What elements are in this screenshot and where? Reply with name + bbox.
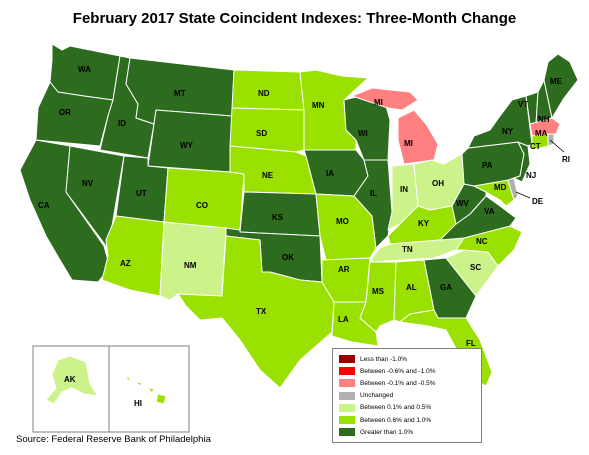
label-mi-lp: MI — [404, 139, 413, 148]
label-ct: CT — [530, 142, 541, 151]
state-co[interactable] — [163, 167, 245, 231]
label-hi: HI — [134, 399, 142, 408]
legend-item-pos06_10: Between 0.6% and 1.0% — [339, 414, 475, 426]
label-sd: SD — [256, 129, 267, 138]
label-ia: IA — [326, 169, 334, 178]
label-mo: MO — [336, 217, 349, 226]
label-ca: CA — [38, 201, 50, 210]
legend-label: Unchanged — [360, 392, 394, 400]
label-fl: FL — [466, 339, 476, 348]
map-title: February 2017 State Coincident Indexes: … — [72, 10, 517, 27]
legend-label: Greater than 1.0% — [360, 428, 414, 436]
label-mn: MN — [312, 101, 325, 110]
label-me: ME — [550, 77, 563, 86]
label-pa: PA — [482, 161, 493, 170]
label-ut: UT — [136, 189, 147, 198]
legend-swatch — [339, 416, 355, 425]
state-nj[interactable] — [513, 141, 531, 183]
label-id: ID — [118, 119, 126, 128]
label-ky: KY — [418, 219, 430, 228]
label-md: MD — [494, 183, 507, 192]
state-tx[interactable] — [177, 235, 335, 389]
de-leader-line — [515, 191, 531, 199]
label-ga: GA — [440, 283, 452, 292]
legend-item-lt_neg1: Less than -1.0% — [339, 353, 475, 365]
label-wv: WV — [456, 199, 470, 208]
state-ak[interactable] — [45, 355, 99, 405]
label-ok: OK — [282, 253, 294, 262]
label-ne: NE — [262, 171, 274, 180]
state-ma[interactable] — [529, 117, 561, 137]
state-il[interactable] — [353, 159, 393, 249]
label-ms: MS — [372, 287, 385, 296]
label-nm: NM — [184, 261, 197, 270]
legend-swatch — [339, 428, 355, 437]
label-ri: RI — [562, 155, 570, 164]
label-in: IN — [400, 185, 408, 194]
label-ny: NY — [502, 127, 514, 136]
label-ks: KS — [272, 213, 284, 222]
label-va: VA — [484, 207, 495, 216]
legend-item-neg06_neg1: Between -0.6% and -1.0% — [339, 365, 475, 377]
legend-label: Between -0.6% and -1.0% — [360, 367, 436, 375]
legend-label: Less than -1.0% — [360, 355, 407, 363]
label-ak: AK — [64, 375, 76, 384]
legend-swatch — [339, 379, 355, 388]
state-me[interactable] — [543, 53, 579, 119]
legend-label: Between -0.1% and -0.5% — [360, 379, 436, 387]
legend-swatch — [339, 367, 355, 376]
label-oh: OH — [432, 179, 444, 188]
label-ar: AR — [338, 265, 350, 274]
label-ma: MA — [535, 129, 548, 138]
label-mi-up: MI — [374, 98, 383, 107]
label-vt: VT — [518, 100, 528, 109]
legend: Less than -1.0% Between -0.6% and -1.0% Be… — [332, 348, 482, 443]
label-de: DE — [532, 197, 544, 206]
label-or: OR — [59, 108, 71, 117]
label-co: CO — [196, 201, 208, 210]
label-sc: SC — [470, 263, 481, 272]
label-nc: NC — [476, 237, 488, 246]
label-wa: WA — [78, 65, 91, 74]
label-nd: ND — [258, 89, 270, 98]
label-az: AZ — [120, 259, 131, 268]
state-az[interactable] — [101, 215, 165, 297]
legend-swatch — [339, 391, 355, 400]
label-tn: TN — [402, 245, 413, 254]
label-al: AL — [406, 283, 417, 292]
legend-label: Between 0.6% and 1.0% — [360, 416, 432, 424]
legend-swatch — [339, 355, 355, 364]
label-wy: WY — [180, 141, 194, 150]
label-nv: NV — [82, 179, 94, 188]
hawaii-inset-box — [108, 345, 190, 433]
label-il: IL — [370, 189, 377, 198]
label-la: LA — [338, 315, 349, 324]
label-mt: MT — [174, 89, 186, 98]
legend-swatch — [339, 403, 355, 412]
legend-item-gt1: Greater than 1.0% — [339, 426, 475, 438]
label-wi: WI — [358, 129, 368, 138]
ri-leader-line — [549, 139, 565, 153]
legend-label: Between 0.1% and 0.5% — [360, 404, 432, 412]
legend-item-unchanged: Unchanged — [339, 390, 475, 402]
state-hi[interactable] — [125, 375, 167, 405]
state-mi[interactable] — [351, 87, 439, 165]
legend-item-pos01_05: Between 0.1% and 0.5% — [339, 402, 475, 414]
label-tx: TX — [256, 307, 267, 316]
label-nj: NJ — [526, 171, 536, 180]
source-note: Source: Federal Reserve Bank of Philadel… — [16, 434, 211, 445]
state-sd[interactable] — [229, 107, 305, 153]
legend-item-neg01_neg05: Between -0.1% and -0.5% — [339, 377, 475, 389]
state-ri[interactable] — [547, 133, 555, 147]
label-nh: NH — [538, 115, 550, 124]
